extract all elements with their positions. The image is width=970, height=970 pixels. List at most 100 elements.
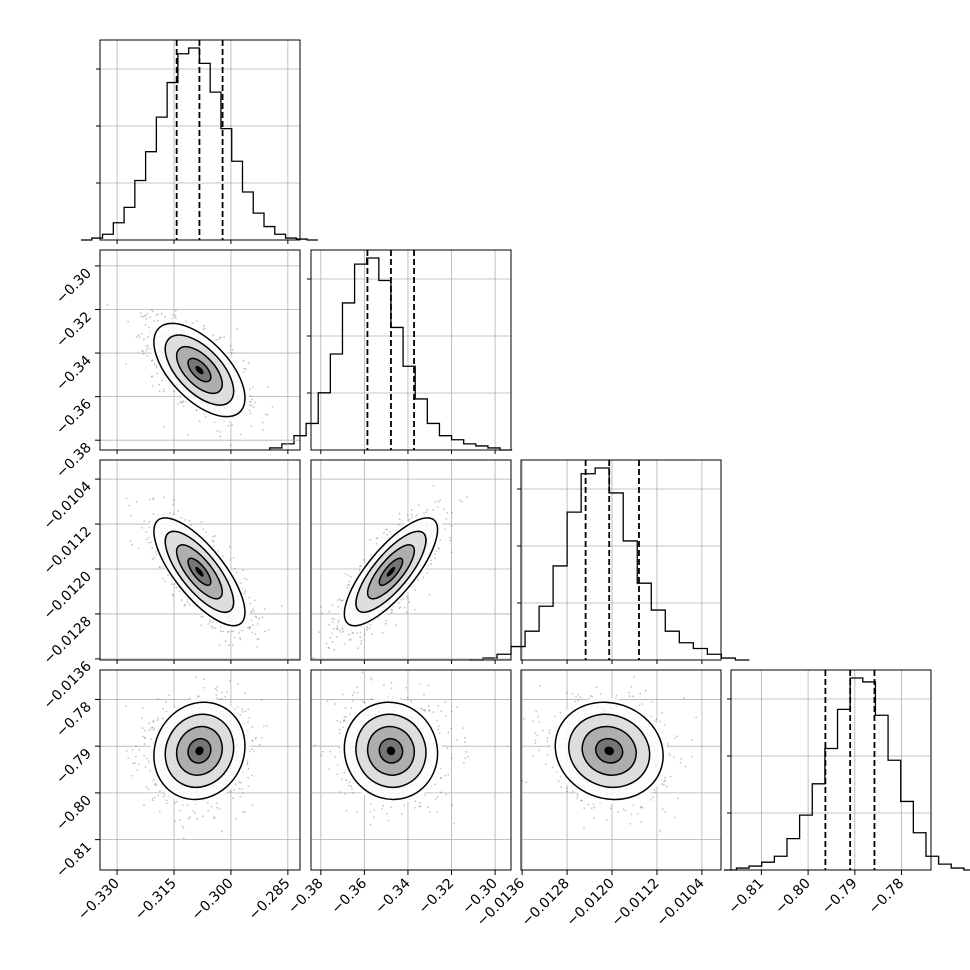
scatter-point (213, 816, 216, 818)
scatter-point (248, 409, 251, 412)
scatter-point (242, 359, 245, 362)
scatter-point (438, 547, 440, 550)
scatter-point (145, 530, 148, 533)
scatter-point (251, 804, 254, 807)
scatter-point (359, 565, 361, 568)
scatter-point (333, 618, 335, 620)
scatter-point (368, 627, 371, 630)
scatter-point (414, 589, 416, 592)
scatter-point (339, 599, 342, 602)
scatter-point (242, 569, 245, 572)
scatter-point (204, 416, 207, 418)
scatter-point (243, 577, 246, 580)
scatter-point (222, 630, 225, 633)
scatter-point (236, 328, 239, 331)
scatter-point (347, 633, 350, 636)
scatter-point (254, 599, 256, 602)
scatter-point (145, 538, 148, 541)
scatter-point (256, 623, 259, 625)
scatter-point (218, 644, 221, 646)
scatter-point (244, 710, 247, 713)
scatter-point (162, 795, 165, 798)
scatter-point (125, 497, 128, 500)
scatter-point (178, 819, 181, 822)
scatter-point (142, 315, 145, 318)
scatter-point (171, 593, 174, 596)
scatter-point (312, 656, 314, 659)
scatter-point (207, 809, 210, 812)
scatter-point (146, 355, 149, 357)
scatter-point (389, 530, 391, 533)
scatter-point (399, 606, 402, 609)
scatter-point (152, 720, 155, 723)
scatter-point (147, 326, 150, 329)
scatter-point (162, 496, 165, 499)
scatter-point (216, 686, 219, 688)
scatter-point (231, 348, 234, 351)
scatter-point (410, 509, 413, 511)
scatter-point (147, 344, 149, 347)
scatter-point (425, 511, 428, 514)
scatter-point (360, 640, 363, 643)
scatter-point (428, 593, 431, 596)
scatter-point (135, 336, 138, 338)
scatter-point (416, 514, 419, 516)
scatter-point (221, 555, 224, 558)
scatter-point (138, 763, 140, 766)
scatter-point (145, 345, 148, 348)
scatter-point (127, 320, 130, 323)
scatter-point (131, 543, 133, 546)
scatter-point (437, 547, 440, 549)
scatter-point (145, 318, 148, 320)
scatter-point (254, 738, 257, 740)
scatter-point (142, 352, 145, 355)
scatter-point (250, 404, 253, 407)
scatter-point (174, 802, 177, 804)
scatter-point (264, 630, 266, 633)
scatter-point (249, 602, 252, 605)
scatter-point (366, 628, 368, 631)
scatter-point (148, 729, 151, 731)
scatter-point (229, 559, 232, 561)
scatter-point (162, 707, 165, 710)
contour-level-0 (153, 517, 246, 627)
scatter-point (348, 580, 351, 583)
scatter-point (177, 509, 180, 512)
scatter-point (194, 812, 196, 815)
scatter-point (321, 612, 323, 614)
scatter-point (239, 433, 242, 436)
scatter-point (157, 698, 159, 700)
scatter-point (212, 541, 215, 543)
scatter-point (250, 619, 253, 621)
scatter-point (135, 500, 138, 503)
scatter-point (148, 541, 151, 544)
scatter-point (163, 793, 166, 795)
scatter-point (263, 608, 266, 610)
scatter-point (247, 626, 249, 629)
scatter-point (335, 628, 338, 631)
scatter-point (254, 633, 257, 636)
scatter-point (227, 630, 230, 633)
scatter-point (152, 799, 155, 802)
scatter-point (139, 312, 142, 314)
scatter-point (435, 549, 438, 552)
scatter-point (426, 572, 429, 574)
panel-frame (310, 459, 512, 661)
scatter-point (180, 517, 183, 519)
scatter-point (247, 362, 250, 365)
histogram-panel-1 (269, 249, 513, 451)
scatter-point (155, 366, 158, 369)
scatter-point (262, 429, 264, 432)
contour-level-0 (343, 517, 439, 627)
scatter-point (172, 594, 174, 597)
scatter-point (348, 639, 351, 641)
scatter-point (360, 565, 362, 567)
scatter-point (248, 627, 251, 630)
scatter-point (152, 497, 155, 499)
scatter-point (337, 621, 339, 624)
scatter-point (233, 567, 236, 570)
scatter-point (227, 631, 229, 633)
scatter-point (360, 642, 362, 645)
scatter-point (184, 603, 187, 606)
